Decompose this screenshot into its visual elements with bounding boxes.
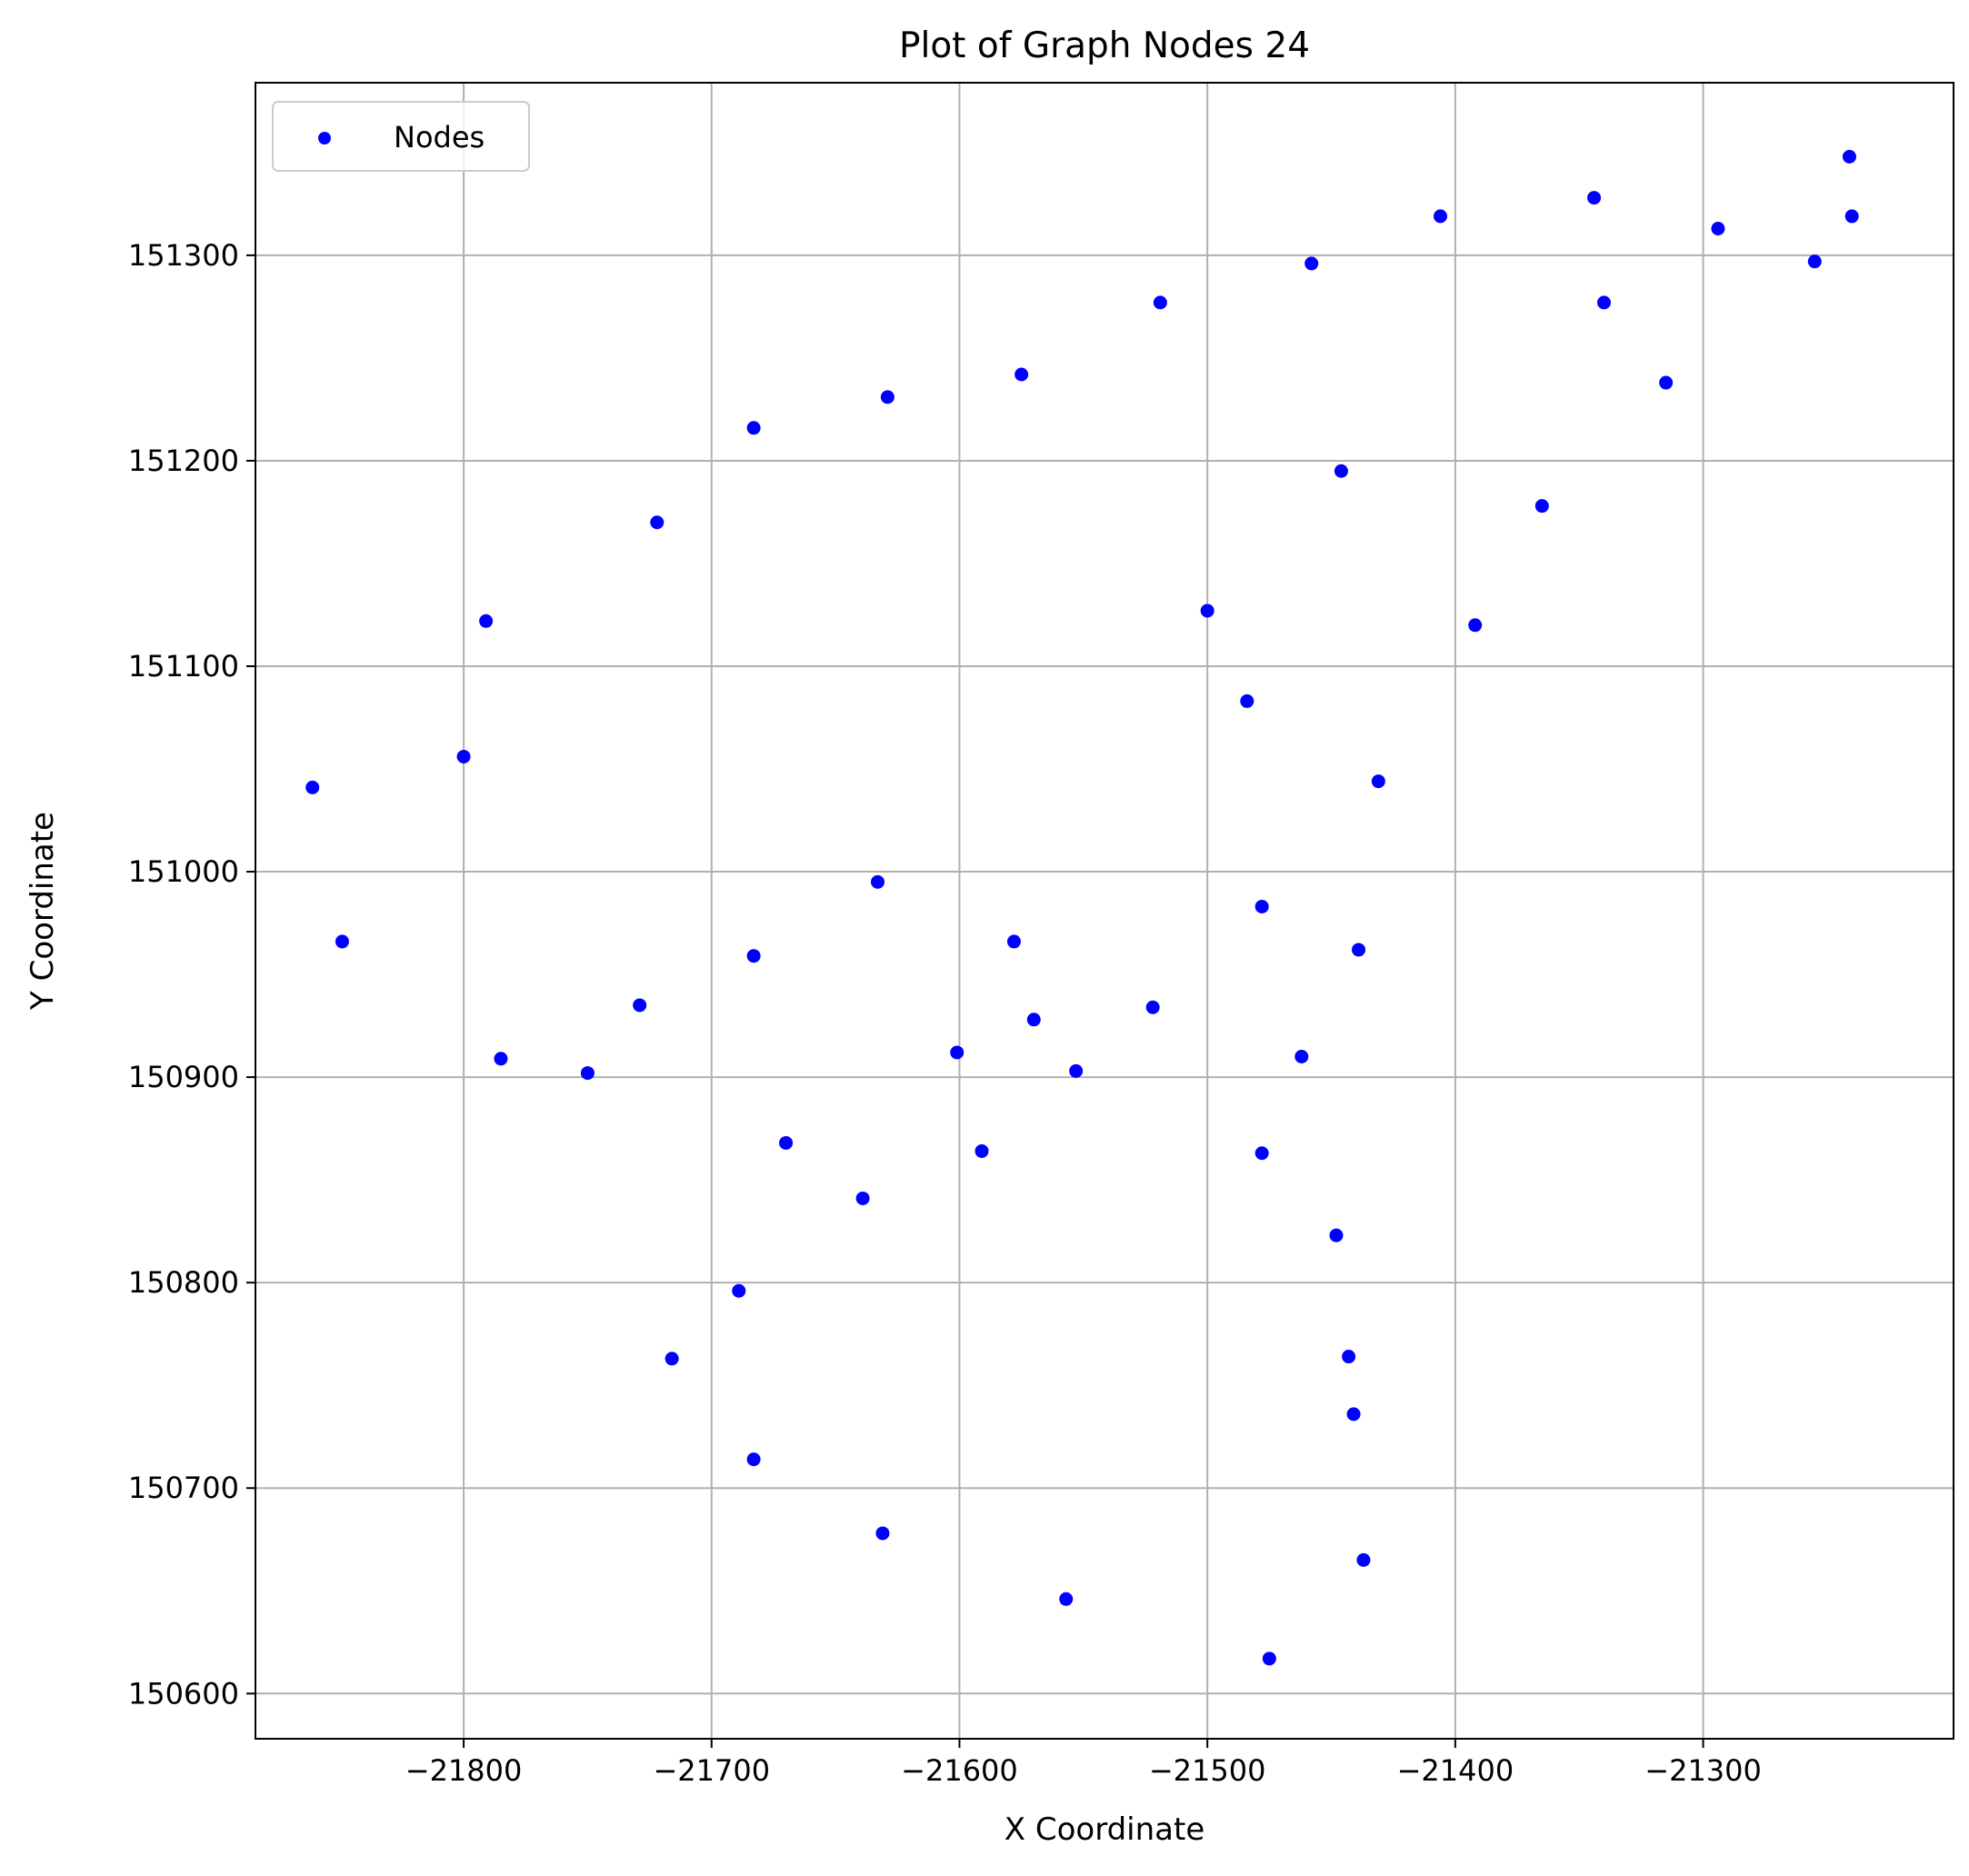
data-point <box>1587 191 1602 205</box>
data-point <box>1200 604 1214 618</box>
data-point <box>1352 943 1366 957</box>
y-tick-label: 151100 <box>128 649 239 684</box>
data-point <box>650 515 665 530</box>
x-tick-label: −21400 <box>1397 1753 1514 1788</box>
legend-box <box>272 101 530 172</box>
data-point <box>1059 1592 1074 1606</box>
data-point <box>335 934 349 949</box>
y-tick-label: 150800 <box>128 1265 239 1300</box>
y-axis-label: Y Coordinate <box>25 812 61 1011</box>
y-tick-label: 150900 <box>128 1060 239 1094</box>
data-point <box>1342 1350 1356 1364</box>
data-point <box>1145 1000 1160 1014</box>
data-point <box>580 1066 595 1081</box>
plot-frame <box>255 82 1954 1740</box>
data-point <box>855 1191 870 1205</box>
data-point <box>870 874 885 889</box>
data-point <box>479 614 494 628</box>
x-tick-label: −21700 <box>653 1753 770 1788</box>
data-point <box>875 1526 890 1541</box>
y-tick-label: 150600 <box>128 1676 239 1711</box>
data-point <box>1254 1146 1269 1161</box>
data-point <box>880 390 895 404</box>
data-point <box>1371 774 1385 789</box>
y-axis-ticks: 150600 150700 150800 150900 151000 151100 1512… <box>128 238 255 1711</box>
data-point <box>950 1045 965 1060</box>
data-point <box>975 1143 989 1158</box>
data-point <box>1334 464 1348 478</box>
x-axis-label: X Coordinate <box>1004 1811 1205 1848</box>
grid-lines <box>255 83 1954 1739</box>
x-tick-label: −21500 <box>1149 1753 1266 1788</box>
legend-label: Nodes <box>394 120 485 155</box>
data-point <box>1356 1552 1371 1567</box>
data-point <box>1262 1651 1276 1666</box>
data-point <box>746 1452 761 1467</box>
data-point <box>1329 1228 1344 1242</box>
data-point <box>1026 1013 1041 1027</box>
data-point <box>1844 209 1859 224</box>
data-point <box>1240 694 1254 708</box>
data-point <box>1153 295 1167 310</box>
data-point <box>746 421 761 435</box>
data-point <box>1659 375 1674 390</box>
data-point <box>1254 899 1269 913</box>
data-points <box>305 149 1859 1666</box>
y-tick-label: 150700 <box>128 1471 239 1505</box>
data-point <box>746 949 761 963</box>
x-tick-label: −21600 <box>901 1753 1018 1788</box>
y-tick-label: 151200 <box>128 444 239 478</box>
plot-area-background <box>255 83 1954 1739</box>
x-tick-label: −21300 <box>1644 1753 1762 1788</box>
data-point <box>494 1052 508 1066</box>
x-tick-label: −21800 <box>405 1753 523 1788</box>
data-point <box>1434 209 1448 224</box>
data-point <box>1294 1049 1309 1063</box>
data-point <box>665 1352 679 1366</box>
legend-marker <box>318 132 331 145</box>
data-point <box>1006 934 1021 949</box>
data-point <box>1596 295 1611 310</box>
data-point <box>1534 499 1549 514</box>
data-point <box>456 749 471 763</box>
data-point <box>1069 1063 1084 1078</box>
data-point <box>305 780 320 794</box>
data-point <box>779 1135 794 1150</box>
data-point <box>1842 149 1856 164</box>
x-axis-ticks: −21800 −21700 −21600 −21500 −21400 −21300 <box>405 1739 1762 1788</box>
chart-title: Plot of Graph Nodes 24 <box>899 25 1310 66</box>
y-tick-label: 151300 <box>128 238 239 273</box>
data-point <box>732 1283 746 1298</box>
data-point <box>1807 254 1822 269</box>
y-tick-label: 151000 <box>128 854 239 889</box>
legend: Nodes <box>272 101 530 172</box>
data-point <box>1304 256 1319 271</box>
data-point <box>1468 618 1483 633</box>
data-point <box>1346 1407 1361 1422</box>
data-point <box>1014 367 1029 382</box>
data-point <box>633 998 647 1013</box>
data-point <box>1711 221 1725 235</box>
